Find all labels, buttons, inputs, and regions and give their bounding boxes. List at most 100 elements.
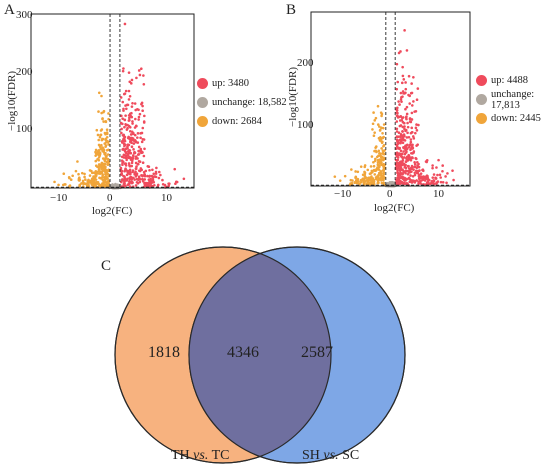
data-point-down	[373, 131, 376, 134]
data-point-up	[407, 167, 411, 170]
data-point-up	[127, 116, 131, 120]
data-point-up	[395, 62, 399, 66]
data-point-up	[410, 146, 413, 150]
data-point-up	[416, 87, 420, 90]
data-point-down	[101, 146, 104, 149]
data-point-down	[353, 181, 357, 185]
data-point-up	[128, 169, 132, 173]
data-point-up	[137, 145, 141, 149]
data-point-down	[87, 181, 91, 184]
data-point-up	[401, 175, 404, 179]
data-point-down	[377, 154, 380, 158]
data-point-down	[377, 136, 381, 140]
data-point-up	[133, 178, 136, 181]
data-point-up	[141, 126, 145, 130]
data-point-down	[374, 116, 378, 120]
data-point-down	[77, 172, 80, 176]
plot-frame	[310, 11, 471, 187]
data-point-down	[362, 179, 366, 182]
data-point-down	[91, 177, 94, 180]
data-point-up	[137, 175, 141, 179]
data-point-down	[351, 179, 354, 182]
data-point-up	[135, 76, 138, 80]
data-point-up	[134, 157, 138, 160]
data-point-down	[371, 122, 375, 126]
data-point-down	[357, 180, 360, 183]
venn-overlap-count: 4346	[227, 344, 259, 361]
data-point-up	[399, 180, 402, 184]
data-point-up	[400, 100, 403, 103]
data-point-up	[411, 174, 415, 178]
data-point-down	[105, 131, 109, 134]
data-point-up	[399, 91, 403, 95]
data-point-up	[451, 169, 454, 172]
data-point-down	[379, 174, 383, 177]
data-point-up	[131, 132, 135, 135]
data-point-up	[124, 114, 127, 117]
data-point-up	[135, 165, 138, 168]
data-point-up	[413, 162, 417, 166]
venn-set-label-right: SH vs. SC	[302, 448, 360, 463]
data-point-up	[408, 180, 412, 184]
legend-item-down: down: 2684	[197, 112, 287, 131]
data-point-up	[404, 128, 408, 132]
data-point-up	[124, 164, 128, 167]
data-point-up	[404, 87, 408, 91]
data-point-up	[138, 73, 142, 77]
data-point-up	[134, 140, 138, 144]
down-marker-icon	[476, 113, 487, 124]
data-point-up	[150, 179, 153, 183]
data-point-up	[141, 174, 145, 177]
data-point-up	[137, 108, 140, 112]
data-point-up	[127, 114, 131, 117]
data-point-up	[417, 169, 420, 173]
data-point-down	[106, 160, 110, 164]
data-point-down	[372, 134, 376, 138]
data-point-up	[429, 182, 432, 185]
data-point-down	[333, 175, 337, 178]
data-point-up	[403, 29, 406, 32]
data-point-up	[403, 163, 406, 167]
data-point-down	[107, 117, 110, 121]
data-point-up	[128, 185, 132, 188]
data-point-down	[100, 94, 103, 98]
data-point-up	[138, 180, 142, 184]
data-point-down	[380, 112, 384, 116]
data-point-up	[395, 120, 399, 123]
data-point-up	[135, 124, 138, 128]
data-point-up	[445, 181, 448, 185]
data-point-up	[401, 130, 404, 133]
data-point-down	[359, 178, 363, 182]
data-point-up	[417, 182, 420, 185]
data-point-down	[380, 175, 383, 179]
data-point-up	[147, 165, 151, 169]
data-point-up	[415, 169, 419, 173]
data-point-up	[401, 90, 405, 93]
data-point-down	[381, 136, 385, 140]
data-point-down	[372, 169, 376, 172]
data-point-up	[402, 78, 406, 81]
data-point-up	[134, 161, 138, 165]
data-point-up	[142, 82, 146, 86]
data-point-up	[150, 174, 154, 178]
data-point-up	[130, 78, 134, 82]
data-point-up	[410, 104, 414, 107]
panel-label-a: A	[4, 2, 15, 18]
data-point-up	[161, 178, 164, 182]
data-point-up	[400, 81, 404, 85]
data-point-down	[361, 173, 365, 177]
data-point-up	[137, 115, 141, 119]
unchange-marker-icon	[476, 94, 487, 105]
data-point-down	[372, 111, 375, 114]
data-point-down	[107, 179, 110, 182]
data-point-down	[104, 138, 107, 142]
data-point-up	[404, 171, 407, 175]
data-point-up	[431, 164, 434, 167]
data-point-unchange	[392, 181, 396, 185]
data-point-up	[136, 178, 140, 182]
data-point-up	[132, 142, 136, 145]
data-point-down	[104, 153, 107, 157]
x-tick-label: −10	[334, 188, 352, 200]
